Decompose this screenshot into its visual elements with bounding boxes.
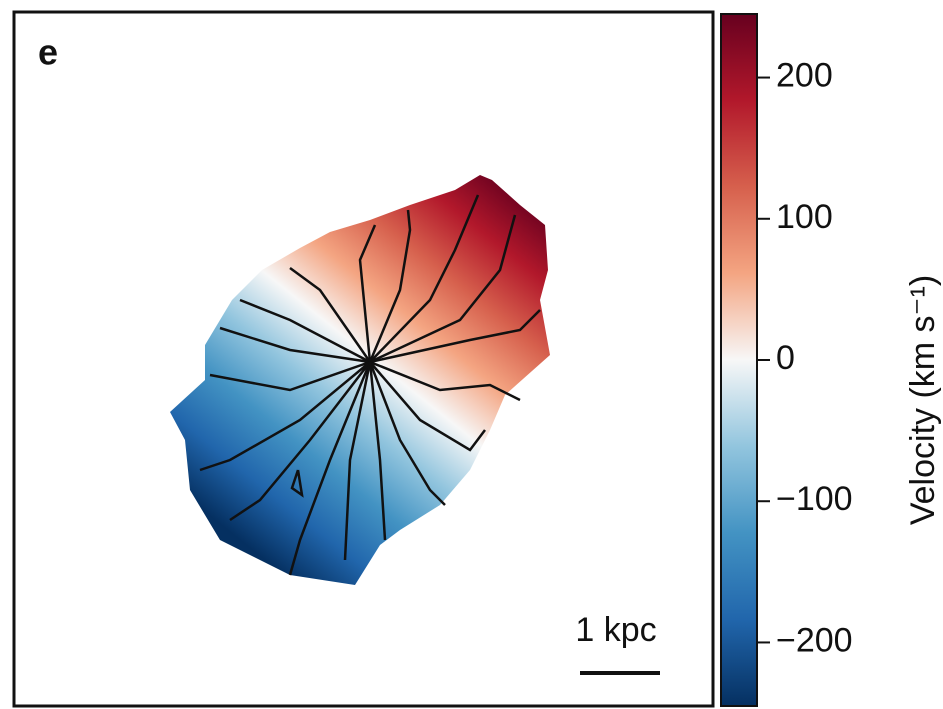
colorbar-tick-label: −100 [776, 480, 853, 518]
colorbar [720, 13, 758, 707]
panel-label: e [38, 32, 58, 73]
colorbar-tick-label: 200 [776, 57, 833, 95]
colorbar-tick-label: 100 [776, 198, 833, 236]
velocity-contours [199, 194, 541, 576]
colorbar-tick-label: −200 [776, 621, 853, 659]
colorbar-label: Velocity (km s⁻¹) [904, 275, 942, 525]
velocity-field [170, 175, 550, 585]
scale-label: 1 kpc [575, 611, 656, 649]
colorbar-tick-label: 0 [776, 339, 795, 377]
